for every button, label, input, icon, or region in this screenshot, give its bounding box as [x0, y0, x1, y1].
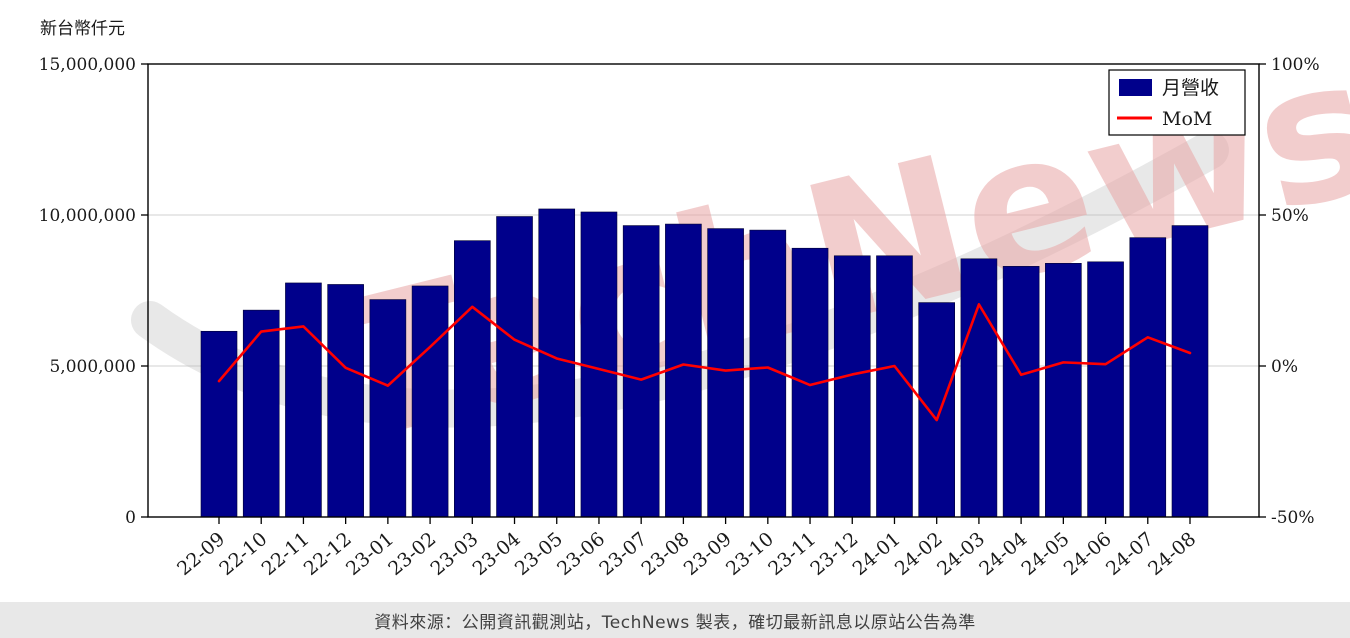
legend-bar-swatch	[1119, 79, 1152, 96]
x-tick-label: 23-10	[722, 528, 778, 580]
revenue-bar	[622, 225, 660, 518]
x-tick-label: 23-06	[553, 528, 609, 580]
x-tick-label: 24-08	[1144, 528, 1200, 580]
left-tick-label: 5,000,000	[49, 357, 136, 377]
revenue-bar	[285, 282, 322, 518]
right-tick-label: 50%	[1271, 206, 1309, 226]
x-tick-label: 24-06	[1060, 528, 1116, 580]
revenue-bar	[876, 255, 913, 518]
x-tick-label: 23-11	[764, 528, 820, 580]
x-tick-label: 24-02	[891, 528, 947, 580]
x-tick-label: 23-02	[384, 528, 440, 580]
x-tick-label: 23-09	[680, 528, 736, 580]
axis-unit-label: 新台幣仟元	[40, 19, 125, 39]
x-tick-label: 23-08	[637, 528, 693, 580]
revenue-bar	[1045, 263, 1082, 518]
revenue-bar	[327, 284, 364, 518]
revenue-bar	[1129, 237, 1167, 518]
revenue-bar	[538, 208, 576, 518]
revenue-bar	[918, 302, 955, 518]
revenue-bar	[1087, 261, 1124, 518]
right-tick-label: -50%	[1271, 508, 1315, 528]
right-tick-label: 100%	[1271, 55, 1320, 75]
x-tick-label: 22-09	[173, 528, 229, 580]
source-footer: 資料來源：公開資訊觀測站，TechNews 製表，確切最新訊息以原站公告為準	[0, 602, 1350, 638]
revenue-bar	[369, 299, 407, 518]
source-footer-text: 資料來源：公開資訊觀測站，TechNews 製表，確切最新訊息以原站公告為準	[374, 612, 976, 633]
x-tick-label: 23-12	[806, 528, 862, 580]
x-tick-label: 24-07	[1102, 528, 1158, 580]
right-tick-label: 0%	[1271, 357, 1298, 377]
x-tick-label: 22-10	[215, 528, 271, 580]
x-tick-label: 22-11	[258, 528, 314, 580]
revenue-bar	[411, 285, 449, 518]
legend-label-revenue: 月營收	[1162, 77, 1219, 99]
revenue-bar	[960, 258, 998, 518]
revenue-bar	[1002, 266, 1040, 518]
revenue-bar	[200, 330, 238, 518]
revenue-bar	[833, 255, 871, 518]
x-tick-label: 23-01	[342, 528, 398, 580]
mom-line	[217, 303, 1192, 422]
legend-label-mom: MoM	[1162, 108, 1212, 130]
revenue-bar	[1171, 225, 1209, 518]
revenue-bar	[454, 240, 491, 518]
left-tick-label: 15,000,000	[39, 55, 136, 75]
left-tick-label: 10,000,000	[39, 206, 136, 226]
x-tick-label: 24-05	[1017, 528, 1073, 580]
revenue-bar	[496, 216, 533, 518]
revenue-bar	[707, 228, 744, 518]
x-tick-label: 24-03	[933, 528, 989, 580]
plot-frame	[147, 63, 1260, 518]
left-tick-label: 0	[125, 508, 136, 528]
x-tick-label: 22-12	[300, 528, 356, 580]
revenue-bar	[580, 211, 618, 518]
revenue-bar	[242, 309, 280, 518]
x-tick-label: 23-03	[426, 528, 482, 580]
x-tick-label: 23-04	[469, 528, 525, 580]
revenue-bar	[665, 223, 702, 518]
x-tick-label: 23-07	[595, 528, 651, 580]
x-tick-label: 24-01	[849, 528, 905, 580]
x-tick-label: 24-04	[975, 528, 1031, 580]
x-tick-label: 23-05	[511, 528, 567, 580]
